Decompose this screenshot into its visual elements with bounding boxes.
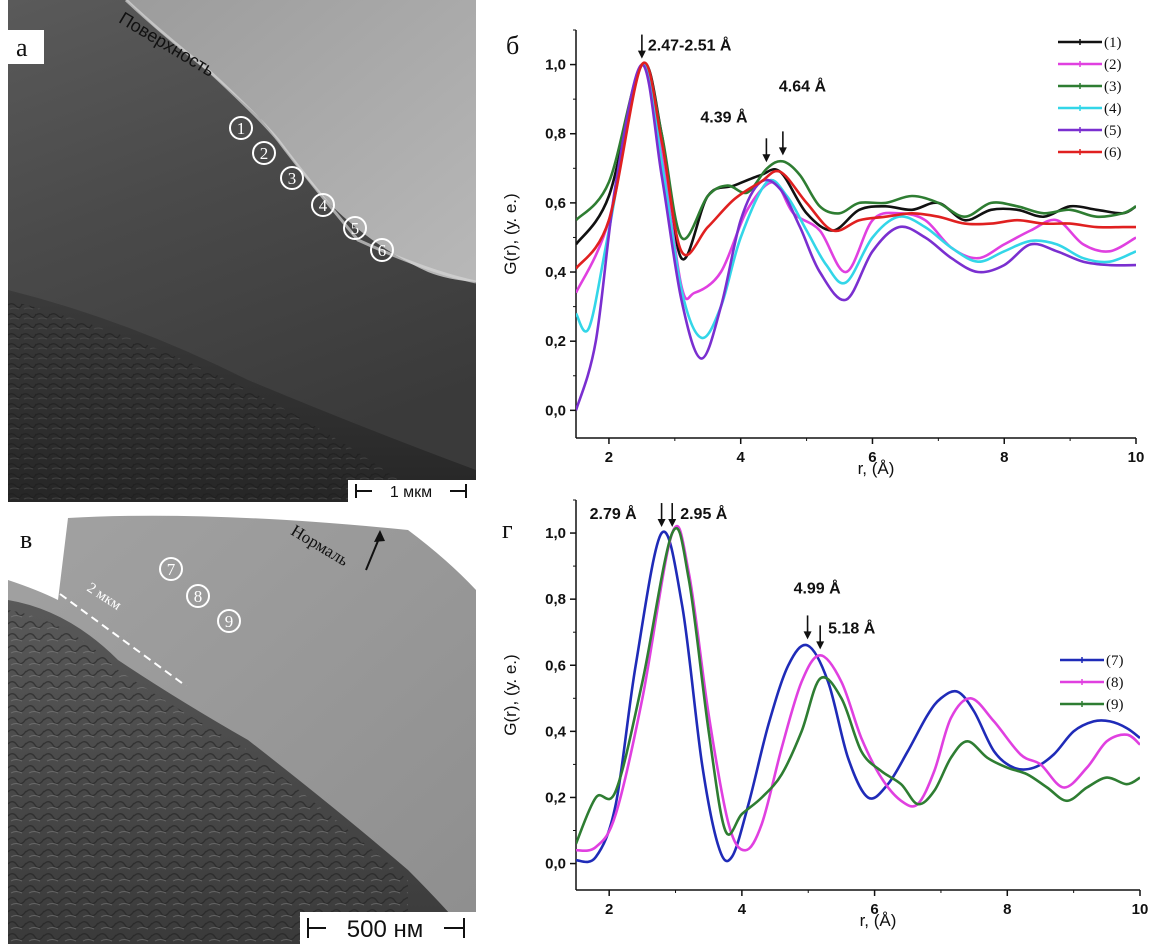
annotation-arrowhead (803, 631, 812, 640)
legend-label: (9) (1106, 697, 1124, 713)
legend-label: (6) (1104, 145, 1122, 161)
markers-v: 7 8 9 (159, 557, 241, 633)
x-axis-label: r, (Å) (858, 459, 895, 478)
peak-annotation: 2.47-2.51 Å (637, 34, 732, 59)
chart-g: г 0,0 0,2 0,4 0,6 0,8 1,0 2 4 6 8 10 r, (Å) G(r), (у.… (484, 476, 1156, 944)
peak-annotation: 4.64 Å (778, 76, 827, 156)
marker-7: 7 (167, 560, 176, 579)
annotation-arrowhead (762, 154, 771, 163)
markers-a: 1 2 3 4 5 6 (229, 116, 394, 262)
y-tick-label: 0,6 (545, 657, 566, 674)
marker-8: 8 (194, 587, 203, 606)
chart-panel-letter: г (502, 515, 513, 544)
marker-6: 6 (378, 241, 387, 260)
annotation-arrowhead (637, 50, 646, 59)
legend-label: (1) (1104, 35, 1122, 51)
annotation-label: 4.99 Å (794, 578, 842, 597)
scalebar-v-label: 500 нм (347, 916, 423, 943)
annotation-label: 2.95 Å (680, 504, 728, 523)
chart-g-svg: г 0,0 0,2 0,4 0,6 0,8 1,0 2 4 6 8 10 r, (Å) G(r), (у.… (501, 499, 1149, 930)
annotation-label: 2.47-2.51 Å (648, 36, 732, 55)
y-tick-label: 0,2 (545, 333, 566, 350)
x-tick-label: 6 (870, 901, 878, 918)
y-tick-label: 1,0 (545, 57, 566, 74)
peak-annotation: 4.39 Å (700, 107, 771, 163)
micrograph-a: а Поверхность 1 2 3 4 5 6 1 мкм (8, 0, 476, 502)
x-axis-label: r, (Å) (860, 911, 897, 930)
x-tick-label: 6 (868, 449, 876, 466)
y-tick-label: 0,4 (545, 723, 567, 740)
peak-annotation: 5.18 Å (816, 618, 876, 650)
scalebar-v: 500 нм (300, 912, 476, 944)
legend-label: (8) (1106, 675, 1124, 691)
marker-3: 3 (288, 169, 297, 188)
x-tick-label: 8 (1003, 901, 1011, 918)
series-line-0 (576, 530, 1140, 864)
y-tick-label: 0,2 (545, 789, 566, 806)
annotation-label: 5.18 Å (828, 618, 876, 637)
annotation-label: 4.39 Å (700, 107, 748, 126)
legend-label: (5) (1104, 123, 1122, 139)
series-line-1 (576, 62, 1136, 301)
normal-arrow-icon (365, 530, 385, 571)
y-axis-label: G(r), (у. е.) (501, 654, 520, 735)
y-tick-label: 1,0 (545, 525, 566, 542)
annotation-arrowhead (668, 519, 677, 528)
y-tick-label: 0,6 (545, 195, 566, 212)
annotation-label: 2.79 Å (590, 504, 638, 523)
legend-label: (4) (1104, 101, 1122, 117)
x-tick-label: 8 (1000, 449, 1008, 466)
marker-4: 4 (319, 196, 328, 215)
micrograph-v: в Нормаль 2 мкм 7 8 9 500 нм (8, 510, 476, 944)
x-tick-label: 10 (1132, 901, 1149, 918)
y-axis-label: G(r), (у. е.) (501, 193, 520, 274)
micrograph-v-letter: в (20, 525, 32, 554)
micrograph-a-letter: а (16, 33, 28, 62)
series-line-4 (576, 63, 1136, 411)
annotation-arrowhead (778, 147, 787, 156)
y-tick-label: 0,8 (545, 591, 566, 608)
scalebar-a-label: 1 мкм (390, 484, 432, 501)
chart-b-svg: б 0,0 0,2 0,4 0,6 0,8 1,0 2 4 6 8 10 r, (Å) G(r), (у.… (501, 29, 1145, 478)
interface-dashed-line (59, 593, 187, 687)
peak-annotation: 2.95 Å (668, 503, 728, 528)
series-line-2 (576, 526, 1140, 845)
series-line-5 (576, 61, 1136, 270)
x-tick-label: 2 (605, 449, 613, 466)
marker-9: 9 (225, 612, 234, 631)
legend-label: (7) (1106, 653, 1124, 669)
marker-1: 1 (237, 119, 246, 138)
x-tick-label: 2 (605, 901, 613, 918)
y-tick-label: 0,0 (545, 402, 566, 419)
peak-annotation: 2.79 Å (590, 503, 666, 528)
y-tick-label: 0,8 (545, 126, 566, 143)
marker-2: 2 (260, 144, 269, 163)
annotation-arrowhead (657, 519, 666, 528)
y-tick-label: 0,0 (545, 856, 566, 873)
legend-label: (2) (1104, 57, 1122, 73)
scalebar-a: 1 мкм (348, 480, 476, 502)
series-line-3 (576, 62, 1136, 340)
x-tick-label: 4 (737, 449, 746, 466)
annotation-arrowhead (816, 641, 825, 650)
marker-5: 5 (351, 219, 360, 238)
chart-b: б 0,0 0,2 0,4 0,6 0,8 1,0 2 4 6 8 10 r, (Å) G(r), (у.… (484, 0, 1156, 490)
legend-label: (3) (1104, 79, 1122, 95)
peak-annotation: 4.99 Å (794, 578, 842, 640)
y-tick-label: 0,4 (545, 264, 567, 281)
annotation-label: 4.64 Å (779, 76, 827, 95)
chart-panel-letter: б (506, 31, 519, 60)
x-tick-label: 10 (1128, 449, 1145, 466)
series-line-1 (576, 524, 1140, 853)
x-tick-label: 4 (738, 901, 747, 918)
